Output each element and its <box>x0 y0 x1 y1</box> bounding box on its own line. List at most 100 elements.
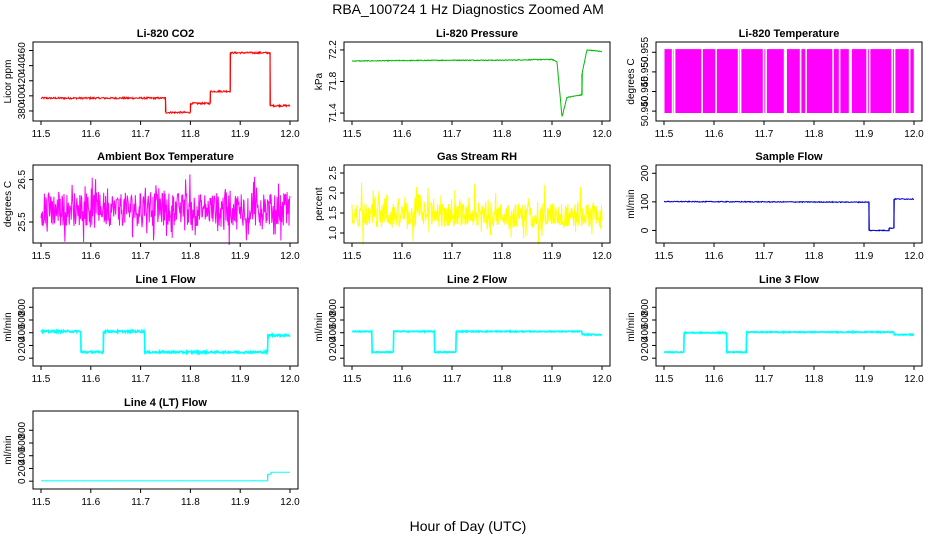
panel-4-title: Gas Stream RH <box>437 151 517 163</box>
panel-2-x-tick-label: 11.7 <box>755 129 774 140</box>
panel-6-y-axis-label: ml/min <box>3 312 14 341</box>
panel-2-x-tick-label: 12.0 <box>904 129 924 140</box>
panel-7-y-tick-label: 800 <box>328 298 339 315</box>
panel-7-x-tick-label: 11.5 <box>343 374 362 385</box>
panel-1-series-line <box>351 49 602 117</box>
panel-1-y-axis-label: kPa <box>314 72 325 90</box>
panel-4-y-tick-label: 2.0 <box>328 186 339 200</box>
panel-9-x-tick-label: 11.6 <box>81 497 100 508</box>
panel-4-series-line <box>351 182 603 245</box>
panel-3-x-tick-label: 11.5 <box>32 251 51 262</box>
panel-8-y-tick-label: 200 <box>640 337 651 354</box>
panel-9-y-tick-label: 800 <box>17 421 28 438</box>
panel-8-x-tick-label: 11.6 <box>705 374 724 385</box>
panel-2-fill-band <box>801 49 806 113</box>
panel-7-x-tick-label: 11.7 <box>443 374 462 385</box>
panel-4-x-tick-label: 11.6 <box>393 251 412 262</box>
panel-6-y-tick-label: 0 <box>17 355 28 361</box>
panel-0-y-axis-label: Licor ppm <box>3 60 14 104</box>
panel-2-fill-band <box>910 49 914 113</box>
panel-0-y-tick-label: 460 <box>17 42 28 59</box>
panel-1-y-tick-label: 71.4 <box>328 103 339 123</box>
panel-8-y-tick-label: 400 <box>640 324 651 341</box>
panel-9-frame <box>32 410 299 490</box>
panel-1-x-tick-label: 11.9 <box>543 129 562 140</box>
panel-2-fill-band <box>895 49 909 113</box>
panel-0-y-tick-label: 420 <box>17 72 28 89</box>
panel-2-x-tick-label: 11.9 <box>855 129 874 140</box>
panel-5-y-tick-label: 100 <box>640 193 651 210</box>
panel-6-y-tick-label: 600 <box>17 311 28 328</box>
panel-5-x-tick-label: 11.6 <box>705 251 724 262</box>
panel-3-x-tick-label: 12.0 <box>280 251 300 262</box>
panel-6-x-tick-label: 11.7 <box>131 374 150 385</box>
panel-4-x-tick-label: 11.9 <box>543 251 562 262</box>
panel-2-y-tick-label: 50.940 <box>640 95 651 126</box>
panel-8-y-axis-label: ml/min <box>626 312 637 341</box>
panel-8-x-tick-label: 11.7 <box>755 374 774 385</box>
panel-6-title: Line 1 Flow <box>136 274 196 286</box>
panel-5-title: Sample Flow <box>755 151 823 163</box>
panel-5-y-tick-label: 0 <box>640 227 651 233</box>
panel-9-x-tick-label: 12.0 <box>280 497 300 508</box>
panel-6-x-tick-label: 11.8 <box>181 374 200 385</box>
panel-5-x-tick-label: 11.9 <box>855 251 874 262</box>
panel-9-x-tick-label: 11.9 <box>231 497 250 508</box>
panel-3-x-tick-label: 11.8 <box>181 251 200 262</box>
panel-2-x-tick-label: 11.6 <box>705 129 724 140</box>
panel-2-fill-band <box>766 49 784 113</box>
panel-5-series-line <box>663 197 915 232</box>
panel-0-x-tick-label: 12.0 <box>280 129 300 140</box>
panel-2-fill-band <box>664 49 672 113</box>
panel-6-x-tick-label: 11.5 <box>32 374 51 385</box>
panel-5-x-tick-label: 11.5 <box>655 251 674 262</box>
panel-2-fill-band <box>806 49 833 113</box>
panel-3-y-tick-label: 25.5 <box>17 212 28 232</box>
panel-6-x-tick-label: 11.6 <box>81 374 100 385</box>
panel-0-x-tick-label: 11.8 <box>181 129 200 140</box>
panel-2-title: Li-820 Temperature <box>739 28 840 40</box>
panel-6-y-tick-label: 800 <box>17 298 28 315</box>
panel-2-y-tick-label: 50.945 <box>640 76 651 107</box>
panel-0-y-tick-label: 400 <box>17 87 28 104</box>
panel-4-x-tick-label: 11.7 <box>443 251 462 262</box>
panel-4-x-tick-label: 11.8 <box>493 251 512 262</box>
panel-1-y-tick-label: 72.2 <box>328 40 339 60</box>
panel-2-fill-band <box>851 49 867 113</box>
panel-2-fill-band <box>716 49 738 113</box>
panel-4-frame <box>343 164 611 244</box>
panel-4-y-tick-label: 1.0 <box>328 226 339 240</box>
panel-1-x-tick-label: 12.0 <box>592 129 612 140</box>
panel-1-frame <box>343 41 611 122</box>
panel-7-frame <box>343 287 611 367</box>
panel-0-x-tick-label: 11.7 <box>131 129 150 140</box>
panel-9-y-axis-label: ml/min <box>3 435 14 464</box>
panel-2-fill-band <box>867 49 869 113</box>
panel-8-y-tick-label: 600 <box>640 311 651 328</box>
panel-7-y-axis-label: ml/min <box>314 312 325 341</box>
panel-7-x-tick-label: 11.9 <box>543 374 562 385</box>
panel-2-fill-band <box>786 49 800 113</box>
panel-0-x-tick-label: 11.5 <box>32 129 51 140</box>
panel-8-title: Line 3 Flow <box>759 274 819 286</box>
panel-7-x-tick-label: 12.0 <box>592 374 612 385</box>
panel-2-fill-band <box>675 49 702 113</box>
panel-8-y-tick-label: 0 <box>640 355 651 361</box>
panel-2-y-tick-label: 50.950 <box>640 56 651 87</box>
panel-7-y-tick-label: 0 <box>328 355 339 361</box>
panel-2-x-tick-label: 11.5 <box>655 129 674 140</box>
panel-0-y-tick-label: 440 <box>17 57 28 74</box>
panel-2-x-tick-label: 11.8 <box>805 129 824 140</box>
panel-2-fill-band <box>833 49 839 113</box>
panel-7-title: Line 2 Flow <box>447 274 507 286</box>
panel-1-x-tick-label: 11.6 <box>393 129 412 140</box>
panel-1-title: Li-820 Pressure <box>436 28 518 40</box>
panel-8-x-tick-label: 11.8 <box>805 374 824 385</box>
panel-6-x-tick-label: 12.0 <box>280 374 300 385</box>
panel-3-title: Ambient Box Temperature <box>97 151 234 163</box>
panel-9-series-line <box>40 471 290 482</box>
panel-1-x-tick-label: 11.5 <box>343 129 362 140</box>
panel-0-frame <box>32 41 299 122</box>
panel-9-y-tick-label: 600 <box>17 434 28 451</box>
